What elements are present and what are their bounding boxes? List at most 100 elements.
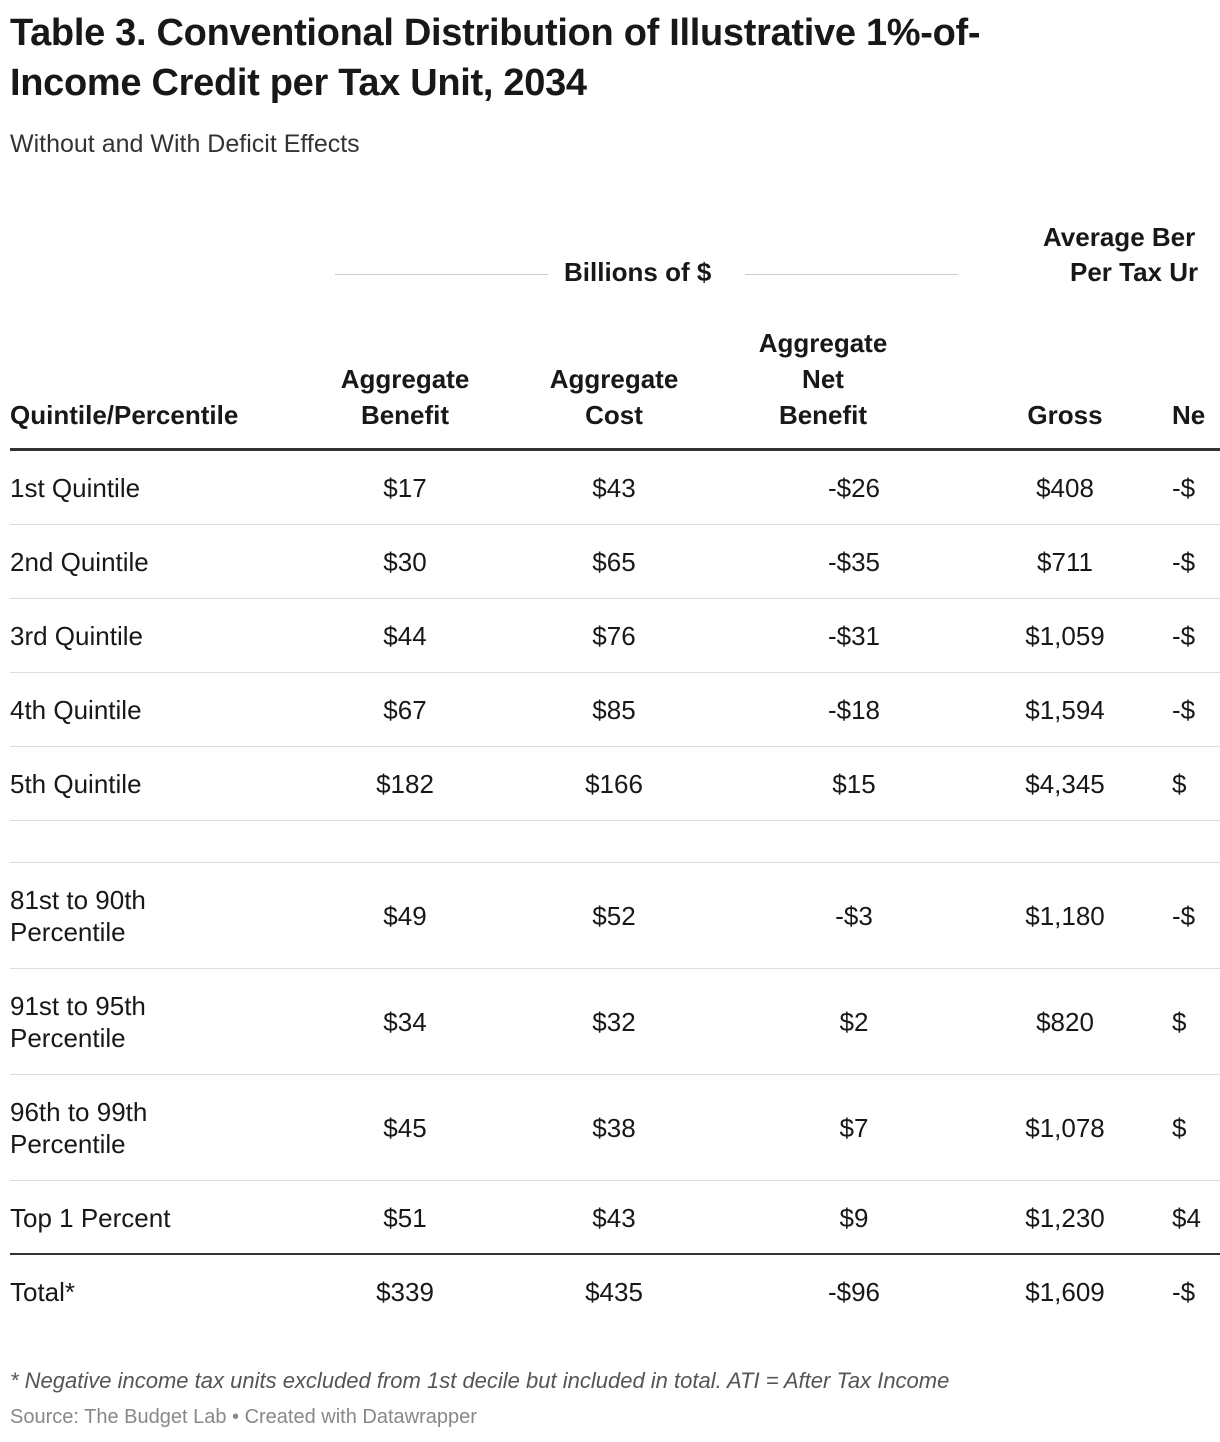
cell: $408: [1036, 472, 1094, 503]
cell: $435: [585, 1276, 643, 1307]
total-rule: [10, 1253, 1220, 1255]
cell: $76: [592, 620, 636, 651]
column-header-line: Aggregate: [340, 364, 470, 394]
source: Source: The Budget Lab • Created with Da…: [10, 1406, 477, 1428]
table-row: 5th Quintile $182 $166 $15 $4,345 $: [10, 747, 1220, 821]
cell: $4: [1172, 1202, 1201, 1233]
cell: $: [1172, 1112, 1187, 1143]
group-rule: [335, 274, 548, 275]
table-row: 81st to 90th Percentile $49 $52 -$3 $1,180 -$: [10, 863, 1220, 969]
row-label: 1st Quintile: [10, 472, 141, 503]
row-label: 3rd Quintile: [10, 620, 143, 651]
cell: $85: [592, 694, 636, 725]
row-label: 81st to 90th Percentile: [10, 884, 146, 947]
cell: $4,345: [1025, 768, 1105, 799]
cell: -$18: [827, 694, 881, 725]
column-header-line: Aggregate: [758, 328, 888, 358]
cell: $711: [1037, 546, 1093, 577]
column-header: Aggregate Benefit: [295, 361, 515, 433]
column-header: Ne: [1172, 397, 1205, 433]
cell: $17: [383, 472, 427, 503]
cell: $44: [383, 620, 427, 651]
cell: $339: [376, 1276, 434, 1307]
cell: -$: [1172, 694, 1196, 725]
cell: $1,078: [1025, 1112, 1105, 1143]
cell: $1,609: [1025, 1276, 1105, 1307]
cell: -$: [1172, 900, 1196, 931]
table-row: Top 1 Percent $51 $43 $9 $1,230 $4: [10, 1181, 1220, 1254]
cell: $38: [592, 1112, 636, 1143]
group-label: Billions of $: [564, 257, 712, 287]
cell: $182: [376, 768, 434, 799]
column-header-line: Ne: [1172, 400, 1206, 430]
cell: $1,180: [1025, 900, 1105, 931]
column-header-line: Quintile/Percentile: [10, 400, 239, 430]
cell: $1,594: [1025, 694, 1105, 725]
footnote: * Negative income tax units excluded fro…: [10, 1368, 950, 1393]
table-row: 4th Quintile $67 $85 -$18 $1,594 -$: [10, 673, 1220, 747]
table-row: 3rd Quintile $44 $76 -$31 $1,059 -$: [10, 599, 1220, 673]
group-rule: [745, 274, 958, 275]
cell: -$31: [827, 620, 881, 651]
table-row: 1st Quintile $17 $43 -$26 $408 -$: [10, 451, 1220, 525]
cell: $32: [592, 1006, 636, 1037]
cell: $43: [592, 1202, 636, 1233]
table-row: 2nd Quintile $30 $65 -$35 $711 -$: [10, 525, 1220, 599]
cell: $67: [383, 694, 427, 725]
cell: -$: [1172, 546, 1196, 577]
cell: -$: [1172, 620, 1196, 651]
cell: $52: [592, 900, 636, 931]
column-header: Aggregate Cost: [504, 361, 724, 433]
cell: $7: [839, 1112, 869, 1143]
column-header-line: Benefit: [778, 400, 868, 430]
column-header: Aggregate Net Benefit: [713, 325, 933, 433]
cell: $: [1172, 768, 1187, 799]
cell: -$35: [827, 546, 881, 577]
cell: -$96: [827, 1276, 881, 1307]
row-label: 4th Quintile: [10, 694, 142, 725]
row-label: 5th Quintile: [10, 768, 142, 799]
table-row: 96th to 99th Percentile $45 $38 $7 $1,078 $: [10, 1075, 1220, 1181]
cell: $820: [1036, 1006, 1094, 1037]
column-header: Quintile/Percentile: [10, 397, 238, 433]
title-line: Table 3. Conventional Distribution of Il…: [10, 12, 981, 54]
row-label: 91st to 95th Percentile: [10, 990, 146, 1053]
column-header-line: Cost: [585, 400, 643, 430]
column-header: Gross: [955, 397, 1175, 433]
table-row: 91st to 95th Percentile $34 $32 $2 $820 $: [10, 969, 1220, 1075]
table-row: Total* $339 $435 -$96 $1,609 -$: [10, 1255, 1220, 1328]
cell: $: [1172, 1006, 1187, 1037]
row-label: 2nd Quintile: [10, 546, 149, 577]
cell: $34: [383, 1006, 427, 1037]
column-header-line: Benefit: [360, 400, 450, 430]
cell: -$3: [835, 900, 873, 931]
subtitle: Without and With Deficit Effects: [10, 130, 360, 158]
cell: $45: [383, 1112, 427, 1143]
column-header-line: Gross: [1027, 400, 1103, 430]
cell: $9: [839, 1202, 869, 1233]
column-header-line: Net: [802, 364, 844, 394]
cell: -$26: [827, 472, 881, 503]
spacer-row: [10, 821, 1220, 863]
group-label: Average Ber: [1043, 222, 1196, 252]
row-label: Total*: [10, 1276, 76, 1307]
title-line: Income Credit per Tax Unit, 2034: [10, 62, 587, 104]
cell: $166: [585, 768, 643, 799]
cell: $1,059: [1025, 620, 1105, 651]
cell: -$: [1172, 1276, 1196, 1307]
cell: $51: [383, 1202, 427, 1233]
column-header-line: Aggregate: [549, 364, 679, 394]
cell: $1,230: [1025, 1202, 1105, 1233]
cell: -$: [1172, 472, 1196, 503]
cell: $65: [592, 546, 636, 577]
group-label: Per Tax Ur: [1070, 257, 1199, 287]
cell: $15: [832, 768, 876, 799]
row-label: Top 1 Percent: [10, 1202, 171, 1233]
header-rule: [10, 448, 1220, 451]
cell: $2: [839, 1006, 869, 1037]
cell: $30: [383, 546, 427, 577]
cell: $43: [592, 472, 636, 503]
cell: $49: [383, 900, 427, 931]
row-label: 96th to 99th Percentile: [10, 1096, 148, 1159]
